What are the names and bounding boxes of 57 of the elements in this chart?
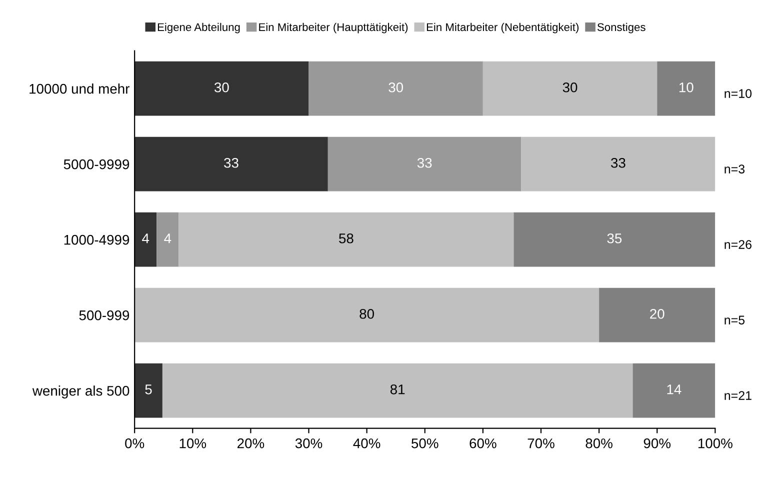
y-tick-label: weniger als 500	[32, 386, 130, 399]
data-label: 58	[339, 233, 354, 244]
data-label: 33	[224, 158, 238, 168]
legend-label: Ein Mitarbeiter (Haupttätigkeit)	[259, 22, 408, 34]
bar	[328, 136, 522, 192]
x-tick-label: 100%	[698, 438, 732, 448]
data-label: 81	[390, 384, 405, 394]
data-label: 33	[611, 158, 626, 168]
bar	[134, 363, 162, 418]
bar	[599, 288, 716, 342]
x-tick-label: 50%	[412, 438, 438, 448]
x-tick-label: 60%	[470, 438, 496, 448]
data-label: 5	[145, 384, 152, 394]
x-tick-label: 90%	[644, 438, 671, 448]
text: n=3	[724, 164, 745, 174]
x-tick-label: 20%	[237, 438, 264, 448]
data-label: 33	[417, 158, 432, 168]
bar	[308, 61, 483, 116]
data-label: 4	[142, 234, 150, 244]
data-label: 4	[164, 234, 172, 244]
bar	[156, 212, 179, 267]
x-tick-label: 70%	[528, 438, 554, 448]
bar	[162, 363, 633, 418]
x-tick-label: 0%	[125, 438, 144, 448]
legend-label: Eigene Abteilung	[158, 22, 240, 34]
data-label: 30	[388, 82, 404, 92]
x-tick-label: 30%	[295, 438, 322, 448]
y-tick-label: 10000 und mehr	[30, 84, 130, 94]
data-label: 30	[214, 82, 229, 92]
text: n=21	[724, 391, 752, 400]
bar	[482, 61, 658, 116]
bar	[178, 212, 514, 267]
text: n=10	[724, 89, 752, 98]
y-tick-label: 1000-4999	[64, 234, 130, 245]
bar	[134, 212, 157, 267]
bar	[134, 61, 309, 116]
text: n=26	[724, 240, 752, 249]
bar	[657, 61, 716, 116]
x-tick-label: 40%	[353, 438, 380, 448]
data-label: 35	[607, 233, 622, 244]
y-tick-label: 500-999	[79, 310, 130, 320]
data-label: 10	[679, 82, 694, 92]
x-tick-label: 80%	[586, 438, 612, 448]
bar	[134, 288, 600, 342]
data-label: 30	[562, 82, 578, 92]
legend-label: Ein Mitarbeiter (Nebentätigkeit)	[426, 22, 579, 34]
data-label: 14	[667, 384, 682, 394]
data-label: 80	[360, 308, 374, 319]
bar	[632, 363, 716, 418]
bar	[521, 136, 716, 192]
data-label: 20	[650, 308, 664, 319]
legend-label: Sonstiges	[597, 22, 646, 34]
bar	[134, 136, 328, 192]
text: n=5	[724, 316, 745, 324]
x-tick-label: 10%	[180, 438, 206, 448]
y-tick-label: 5000-9999	[64, 159, 130, 170]
bar	[514, 212, 716, 267]
